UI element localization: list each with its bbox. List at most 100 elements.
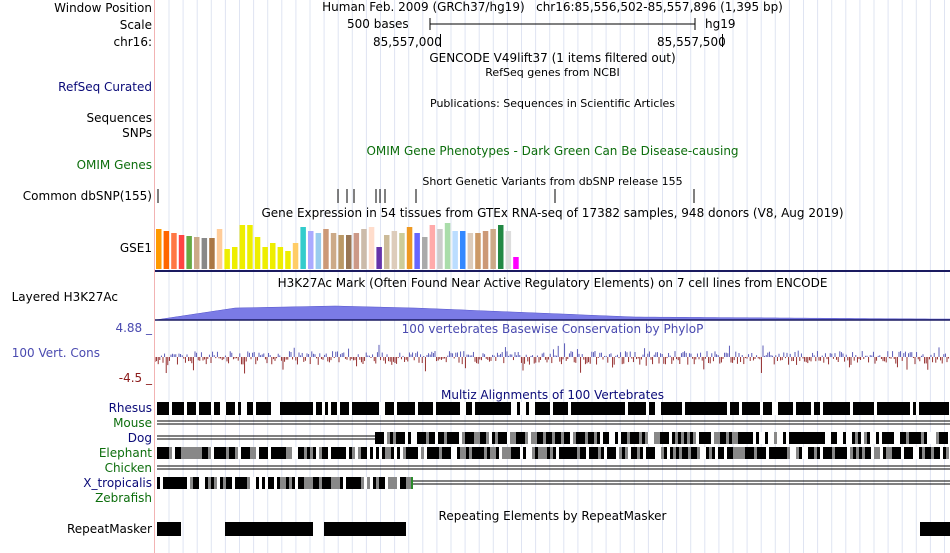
refseq-track-desc: RefSeq genes from NCBI (485, 66, 620, 79)
gtex-tissue-bar[interactable] (171, 233, 177, 269)
gtex-tissue-bar[interactable] (338, 235, 344, 269)
gtex-tissue-bar[interactable] (368, 227, 375, 269)
assembly-text: Human Feb. 2009 (GRCh37/hg19) (322, 0, 525, 14)
gtex-tissue-bar[interactable] (330, 233, 337, 269)
chrom-label: chr16: (113, 35, 152, 49)
gtex-tissue-bar[interactable] (429, 225, 436, 269)
gtex-tissue-bar[interactable] (437, 229, 443, 269)
gtex-tissue-bar[interactable] (270, 243, 276, 269)
h3k27ac-track[interactable] (155, 290, 950, 322)
h3k27ac-signal (155, 305, 950, 321)
gtex-tissue-bar[interactable] (384, 235, 390, 269)
gtex-tissue-bar[interactable] (163, 231, 170, 269)
gtex-tissue-bar[interactable] (414, 233, 420, 269)
gtex-tissue-bar[interactable] (490, 229, 496, 269)
gtex-tissue-bar[interactable] (156, 229, 162, 269)
gencode-track-title[interactable]: GENCODE V49lift37 (1 items filtered out) (429, 51, 676, 65)
species-mouse[interactable]: Mouse (113, 416, 152, 430)
label-divider (154, 0, 155, 553)
cons-track[interactable] (155, 337, 950, 389)
position-text: chr16:85,556,502-85,557,896 (1,395 bp) (536, 0, 783, 14)
pubs-track-desc: Publications: Sequences in Scientific Ar… (430, 97, 675, 110)
gtex-track[interactable] (155, 222, 950, 274)
gtex-tissue-bar[interactable] (239, 225, 246, 269)
gtex-tissue-bar[interactable] (315, 233, 322, 269)
omim-track-desc: OMIM Gene Phenotypes - Dark Green Can Be… (366, 144, 739, 158)
gtex-tissue-bar[interactable] (308, 231, 314, 269)
gtex-tissue-bar[interactable] (285, 251, 291, 269)
gtex-tissue-bar[interactable] (406, 227, 413, 269)
multiz-track-desc: Multiz Alignments of 100 Vertebrates (440, 388, 665, 402)
gtex-tissue-bar[interactable] (498, 225, 504, 269)
repeatmasker-track-label[interactable]: RepeatMasker (66, 522, 152, 536)
gtex-tissue-bar[interactable] (376, 247, 382, 269)
cons-track-label[interactable]: 100 Vert. Cons (11, 346, 100, 360)
species-chicken[interactable]: Chicken (104, 461, 152, 475)
window-position-label: Window Position (54, 1, 152, 15)
gtex-track-label[interactable]: GSE1 (119, 241, 152, 255)
repeatmasker-track[interactable] (155, 521, 950, 537)
h3k27ac-track-label[interactable]: Layered H3K27Ac (11, 290, 118, 304)
gtex-tissue-bar[interactable] (361, 229, 367, 269)
gtex-tissue-bar[interactable] (505, 231, 512, 269)
gtex-tissue-bar[interactable] (323, 229, 329, 269)
gtex-tissue-bar[interactable] (444, 223, 451, 269)
gtex-tissue-bar[interactable] (399, 233, 405, 269)
gtex-tissue-bar[interactable] (482, 231, 489, 269)
gtex-tissue-bar[interactable] (232, 247, 238, 269)
gtex-tissue-bar[interactable] (300, 227, 306, 269)
gtex-tissue-bar[interactable] (216, 229, 223, 269)
tick-mark-2 (722, 34, 723, 47)
dbsnp-track[interactable] (155, 188, 950, 204)
gtex-tissue-bar[interactable] (254, 237, 261, 269)
multiz-track[interactable] (155, 400, 950, 508)
gtex-tissue-bar[interactable] (247, 225, 253, 269)
gtex-tissue-bar[interactable] (186, 236, 192, 269)
gtex-tissue-bar[interactable] (209, 238, 215, 269)
refseq-track-label[interactable]: RefSeq Curated (58, 80, 152, 94)
repeat-element[interactable] (225, 522, 313, 536)
gtex-tissue-bar[interactable] (422, 237, 428, 269)
track-labels-column: Window Position Scale chr16: RefSeq Cura… (0, 0, 154, 553)
species-dog[interactable]: Dog (127, 431, 152, 445)
gtex-tissue-bar[interactable] (513, 257, 519, 269)
gtex-tissue-bar[interactable] (346, 235, 352, 269)
omim-track-label[interactable]: OMIM Genes (76, 158, 152, 172)
gtex-tissue-bar[interactable] (467, 233, 474, 269)
species-zebrafish[interactable]: Zebrafish (95, 491, 152, 505)
gtex-tissue-bar[interactable] (178, 235, 185, 269)
gtex-tissue-bar[interactable] (262, 247, 268, 269)
h3k27ac-track-desc: H3K27Ac Mark (Often Found Near Active Re… (277, 276, 828, 290)
gtex-tissue-bar[interactable] (353, 233, 360, 269)
dbsnp-track-label[interactable]: Common dbSNP(155) (22, 189, 152, 203)
sequences-track-label[interactable]: Sequences (86, 111, 152, 125)
snps-track-label[interactable]: SNPs (122, 126, 152, 140)
species-elephant[interactable]: Elephant (98, 446, 152, 460)
gtex-tissue-bar[interactable] (452, 231, 458, 269)
track-area[interactable]: Human Feb. 2009 (GRCh37/hg19) chr16:85,5… (155, 0, 950, 553)
cons-track-desc: 100 vertebrates Basewise Conservation by… (401, 322, 704, 336)
gtex-tissue-bar[interactable] (460, 231, 466, 269)
repeat-element[interactable] (324, 522, 406, 536)
gtex-tissue-bar[interactable] (201, 238, 208, 269)
repeat-element[interactable] (920, 522, 950, 536)
rmsk-track-desc: Repeating Elements by RepeatMasker (438, 509, 667, 523)
db-text: hg19 (705, 17, 736, 31)
gtex-tissue-bar[interactable] (475, 233, 481, 269)
gtex-tissue-bar[interactable] (292, 243, 299, 269)
gtex-tissue-bar[interactable] (224, 249, 230, 269)
gtex-tissue-bar[interactable] (391, 231, 398, 269)
species-rhesus[interactable]: Rhesus (108, 401, 152, 415)
tick-85557500: 85,557,500 (657, 35, 726, 49)
repeat-element[interactable] (157, 522, 181, 536)
scale-label: Scale (119, 18, 152, 32)
gtex-track-desc: Gene Expression in 54 tissues from GTEx … (261, 206, 844, 220)
gtex-tissue-bar[interactable] (194, 237, 200, 269)
position-line: Human Feb. 2009 (GRCh37/hg19) chr16:85,5… (155, 0, 950, 14)
gtex-tissue-bar[interactable] (277, 247, 284, 269)
cons-min-label: -4.5 _ (118, 371, 152, 385)
species-x-tropicalis[interactable]: X_tropicalis (83, 476, 152, 490)
scale-text: 500 bases (347, 17, 409, 31)
tick-85557000: 85,557,000 (373, 35, 442, 49)
